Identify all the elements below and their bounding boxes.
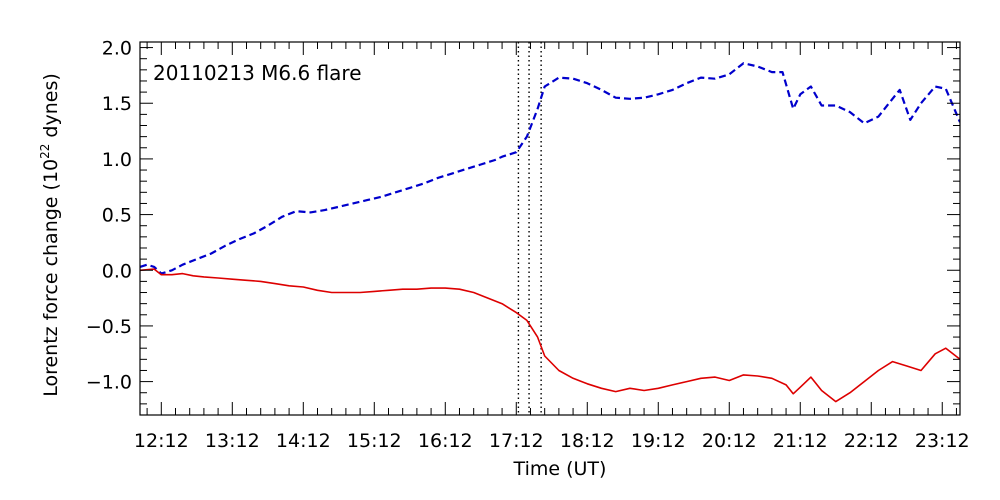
labels: 12:12 13:12 14:12 15:12 16:12 17:12 18:12 19:12… (86, 38, 970, 452)
y-axis-title-suffix: dynes) (40, 73, 62, 143)
x-tick-label: 13:12 (205, 430, 260, 452)
y-tick-label: 1.0 (102, 149, 132, 171)
y-tick-label: 1.5 (102, 93, 132, 115)
x-tick-label: 14:12 (276, 430, 331, 452)
x-tick-label: 12:12 (134, 430, 189, 452)
x-tick-label: 23:12 (915, 430, 970, 452)
solid-red-series-line (140, 268, 960, 403)
y-tick-label: 0.0 (102, 260, 132, 282)
vertical-markers (517, 42, 542, 415)
y-axis-title-exponent: 22 (38, 144, 52, 159)
x-tick-label: 21:12 (773, 430, 828, 452)
x-tick-label: 16:12 (418, 430, 473, 452)
series-layer (140, 62, 960, 403)
dashed-blue-series-line (140, 62, 960, 275)
y-tick-label: −0.5 (86, 316, 132, 338)
x-tick-label: 17:12 (489, 430, 544, 452)
plot-frame (139, 41, 961, 416)
flare-annotation: 20110213 M6.6 flare (153, 61, 362, 85)
y-tick-label: 0.5 (102, 205, 132, 227)
y-axis-title: Lorentz force change (1022 dynes) (38, 73, 62, 397)
y-tick-label: 2.0 (102, 38, 132, 60)
y-axis-title-prefix: Lorentz force change (10 (40, 159, 62, 397)
y-tick-label: −1.0 (86, 372, 132, 394)
x-axis-title: Time (UT) (513, 458, 607, 480)
x-tick-label: 19:12 (631, 430, 686, 452)
x-tick-label: 22:12 (844, 430, 899, 452)
x-tick-label: 18:12 (560, 430, 615, 452)
x-tick-label: 15:12 (347, 430, 402, 452)
x-tick-label: 20:12 (702, 430, 757, 452)
axes (139, 41, 961, 416)
